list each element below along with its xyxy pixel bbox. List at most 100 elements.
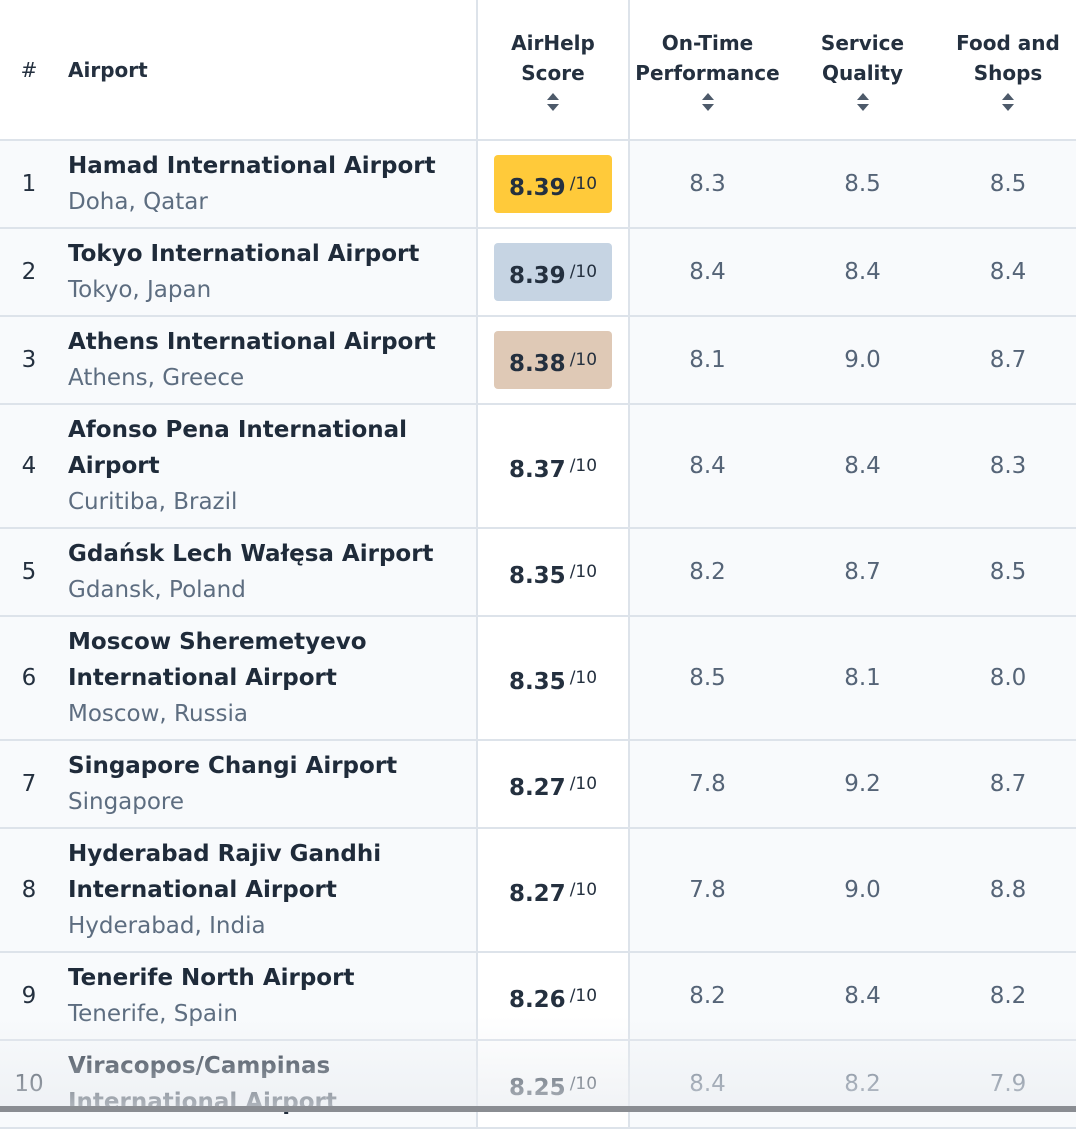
- score-suffix: /10: [569, 350, 598, 370]
- ontime-cell: 7.8: [629, 828, 785, 953]
- score-badge: 8.27/10: [494, 861, 612, 919]
- airport-location: Tenerife, Spain: [68, 1001, 238, 1027]
- rank-cell: 6: [0, 616, 58, 741]
- score-badge: 8.37/10: [494, 437, 612, 495]
- food-cell: 8.3: [940, 404, 1076, 529]
- score-cell: 8.39/10: [476, 228, 630, 317]
- table-row[interactable]: 8 Hyderabad Rajiv Gandhi International Ai…: [0, 828, 1076, 953]
- airport-name: Afonso Pena International Airport: [68, 417, 408, 479]
- rank-cell: 4: [0, 404, 58, 529]
- score-cell: 8.26/10: [476, 952, 630, 1041]
- rank-cell: 8: [0, 828, 58, 953]
- score-cell: 8.25/10: [476, 1040, 630, 1129]
- airport-cell: Afonso Pena International Airport Curitib…: [58, 404, 477, 529]
- airport-location: Curitiba, Brazil: [68, 489, 238, 515]
- ontime-header[interactable]: On-Time Perfor­mance: [629, 0, 785, 141]
- score-suffix: /10: [569, 774, 598, 794]
- sort-icon: [856, 92, 869, 111]
- airport-cell: Moscow Sheremetyevo International Airpor…: [58, 616, 477, 741]
- airport-cell: Athens International Airport Athens, Gree…: [58, 316, 477, 405]
- service-header[interactable]: Service Quality: [785, 0, 940, 141]
- food-cell: 8.5: [940, 140, 1076, 229]
- rank-cell: 3: [0, 316, 58, 405]
- airport-name: Singapore Changi Airport: [68, 753, 398, 779]
- score-suffix: /10: [569, 668, 598, 688]
- airport-location: Doha, Qatar: [68, 189, 208, 215]
- ontime-cell: 8.4: [629, 228, 785, 317]
- ontime-header-text: On-Time Perfor­mance: [635, 30, 780, 85]
- airport-name: Hamad International Airport: [68, 153, 436, 179]
- table-body: 1 Hamad International Airport Doha, Qatar 8…: [0, 140, 1076, 1129]
- score-cell: 8.27/10: [476, 740, 630, 829]
- score-suffix: /10: [569, 262, 598, 282]
- service-cell: 8.4: [785, 228, 940, 317]
- score-suffix: /10: [569, 562, 598, 582]
- score-header-text: AirHelp Score: [511, 30, 595, 85]
- score-cell: 8.27/10: [476, 828, 630, 953]
- airport-name: Athens International Airport: [68, 329, 436, 355]
- score-value: 8.25: [508, 1075, 566, 1101]
- table-row[interactable]: 5 Gdańsk Lech Wałęsa Airport Gdansk, Polan…: [0, 528, 1076, 617]
- food-header[interactable]: Food and Shops: [940, 0, 1076, 141]
- service-cell: 8.4: [785, 952, 940, 1041]
- airport-name: Moscow Sheremetyevo International Airpor…: [68, 629, 367, 691]
- score-suffix: /10: [569, 880, 598, 900]
- score-header[interactable]: AirHelp Score: [476, 0, 630, 141]
- airport-header: Airport: [58, 0, 477, 141]
- sort-icon: [701, 92, 714, 111]
- table-row[interactable]: 1 Hamad International Airport Doha, Qatar 8…: [0, 140, 1076, 229]
- airport-cell: Gdańsk Lech Wałęsa Airport Gdansk, Poland: [58, 528, 477, 617]
- service-cell: 8.2: [785, 1040, 940, 1129]
- table-row[interactable]: 9 Tenerife North Airport Tenerife, Spain 8.…: [0, 952, 1076, 1041]
- table-row[interactable]: 4 Afonso Pena International Airport Curiti…: [0, 404, 1076, 529]
- table-row[interactable]: 6 Moscow Sheremetyevo International Airpo…: [0, 616, 1076, 741]
- score-value: 8.37: [508, 457, 566, 483]
- food-cell: 8.5: [940, 528, 1076, 617]
- rank-cell: 10: [0, 1040, 58, 1129]
- table-row[interactable]: 10 Viracopos/Campinas International Airpo…: [0, 1040, 1076, 1129]
- rank-cell: 9: [0, 952, 58, 1041]
- airport-name: Gdańsk Lech Wałęsa Airport: [68, 541, 434, 567]
- rank-cell: 1: [0, 140, 58, 229]
- score-value: 8.27: [508, 881, 566, 907]
- service-header-text: Service Quality: [820, 30, 905, 85]
- service-cell: 8.7: [785, 528, 940, 617]
- airport-name: Tenerife North Airport: [68, 965, 355, 991]
- food-cell: 8.0: [940, 616, 1076, 741]
- score-cell: 8.39/10: [476, 140, 630, 229]
- airport-location: Athens, Greece: [68, 365, 245, 391]
- sort-icon: [1002, 92, 1014, 111]
- score-value: 8.35: [508, 669, 566, 695]
- airport-cell: Hamad International Airport Doha, Qatar: [58, 140, 477, 229]
- score-value: 8.38: [508, 351, 566, 377]
- score-badge: 8.39/10: [494, 155, 612, 213]
- score-cell: 8.35/10: [476, 528, 630, 617]
- food-cell: 8.7: [940, 316, 1076, 405]
- score-value: 8.26: [508, 987, 566, 1013]
- rank-cell: 5: [0, 528, 58, 617]
- food-cell: 8.2: [940, 952, 1076, 1041]
- service-cell: 8.4: [785, 404, 940, 529]
- airport-name: Hyderabad Rajiv Gandhi International Air…: [68, 841, 382, 903]
- score-value: 8.35: [508, 563, 566, 589]
- airport-location: Moscow, Russia: [68, 701, 249, 727]
- service-cell: 9.2: [785, 740, 940, 829]
- service-cell: 9.0: [785, 828, 940, 953]
- table-row[interactable]: 2 Tokyo International Airport Tokyo, Japan…: [0, 228, 1076, 317]
- airport-location: Hyderabad, India: [68, 913, 266, 939]
- ontime-cell: 8.2: [629, 528, 785, 617]
- score-value: 8.27: [508, 775, 566, 801]
- table-row[interactable]: 7 Singapore Changi Airport Singapore 8.27/1…: [0, 740, 1076, 829]
- ontime-cell: 8.3: [629, 140, 785, 229]
- score-suffix: /10: [569, 1074, 598, 1094]
- food-cell: 8.7: [940, 740, 1076, 829]
- airport-cell: Hyderabad Rajiv Gandhi International Air…: [58, 828, 477, 953]
- table-row[interactable]: 3 Athens International Airport Athens, Gre…: [0, 316, 1076, 405]
- ontime-cell: 8.2: [629, 952, 785, 1041]
- airport-location: Singapore: [68, 789, 185, 815]
- score-badge: 8.35/10: [494, 543, 612, 601]
- food-header-text: Food and Shops: [956, 30, 1060, 85]
- ontime-cell: 8.4: [629, 404, 785, 529]
